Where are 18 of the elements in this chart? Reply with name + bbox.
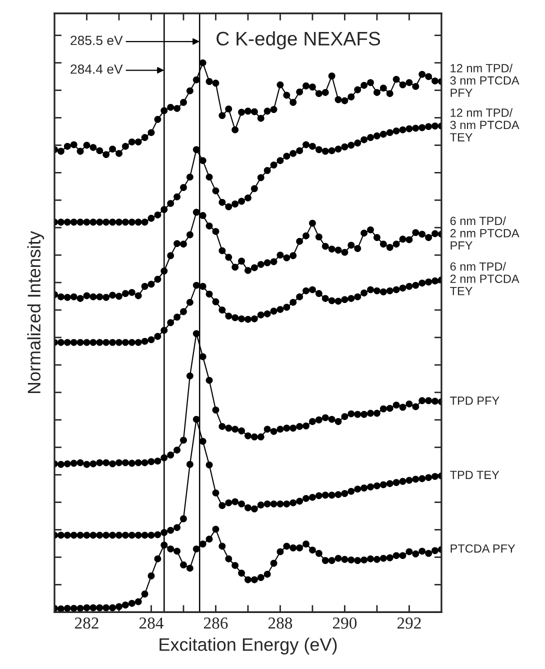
x-tick-label: 292 (397, 618, 421, 629)
x-tick-label: 284 (139, 617, 164, 629)
series-label: TPD PFY (450, 396, 500, 405)
ref-line-label: 284.4 eV (70, 64, 123, 74)
ref-line-label: 285.5 eV (70, 36, 123, 46)
x-tick-label: 288 (268, 617, 292, 629)
series-label: 12 nm TPD/ 3 nm PTCDA PFY (450, 64, 520, 97)
x-axis-title: Excitation Energy (eV) (160, 638, 337, 654)
series-label: TPD TEY (450, 470, 500, 479)
x-tick-label: 290 (332, 617, 357, 629)
x-tick-label: 282 (74, 617, 98, 629)
series-label: 12 nm TPD/ 3 nm PTCDA TEY (450, 108, 520, 142)
series-label: 6 nm TPD/ 2 nm PTCDA TEY (450, 262, 520, 296)
x-tick-label: 286 (204, 617, 228, 629)
chart-title: C K-edge NEXAFS (216, 31, 380, 50)
series-label: PTCDA PFY (450, 544, 516, 553)
series-label: 6 nm TPD/ 2 nm PTCDA PFY (450, 216, 520, 250)
y-axis-title: Normalized Intensity (27, 231, 44, 394)
